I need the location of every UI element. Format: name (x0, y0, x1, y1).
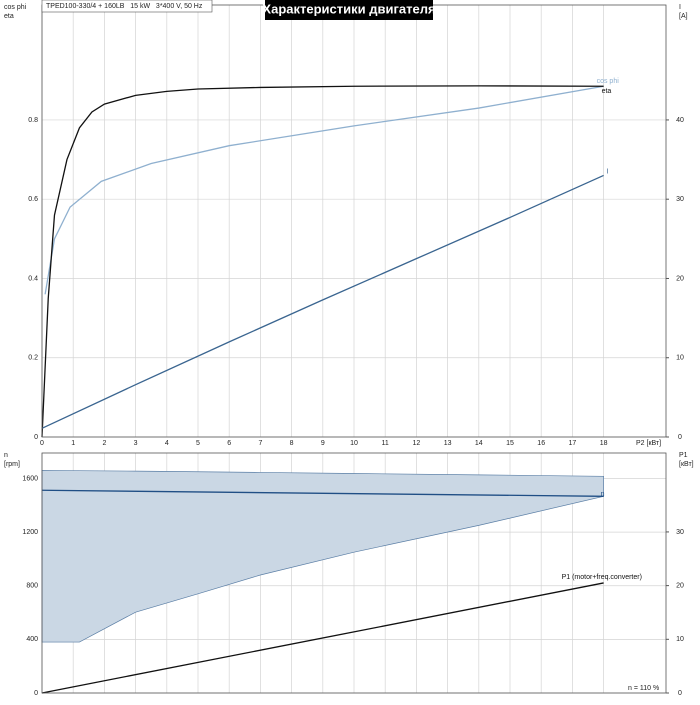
y-axis-label: [rpm] (4, 461, 20, 468)
x-tick-label: 12 (413, 440, 421, 447)
x-tick-label: 8 (290, 440, 294, 447)
y-tick-label: 1200 (22, 529, 38, 536)
x-tick-label: 1 (71, 440, 75, 447)
y2-tick-label: 10 (676, 355, 684, 362)
chart-title: Характеристики двигателя (262, 1, 435, 16)
y-axis-label: n (4, 452, 8, 459)
y2-tick-label: 30 (676, 196, 684, 203)
x-tick-label: 0 (40, 440, 44, 447)
y-tick-label: 800 (26, 583, 38, 590)
series-line (41, 489, 604, 497)
y-tick-label: 400 (26, 636, 38, 643)
series-label: cos phi (597, 78, 620, 85)
series-line (41, 174, 604, 429)
note: n = 110 % (628, 685, 659, 692)
y2-tick-label: 0 (678, 434, 682, 441)
y-axis-label: eta (4, 13, 14, 20)
y2-tick-label: 0 (678, 690, 682, 697)
x-tick-label: 3 (134, 440, 138, 447)
x-tick-label: 11 (382, 440, 389, 447)
x-tick-label: 13 (444, 440, 452, 447)
x-tick-label: 15 (506, 440, 514, 447)
x-tick-label: 9 (321, 440, 325, 447)
y-tick-label: 0.6 (28, 196, 38, 203)
y-tick-label: 0 (34, 690, 38, 697)
y2-axis-label: I (679, 4, 681, 11)
x-tick-label: 5 (196, 440, 200, 447)
y2-axis-label: [кВт] (679, 461, 694, 468)
y-tick-label: 0.8 (28, 117, 38, 124)
x-tick-label: 17 (569, 440, 577, 447)
x-tick-label: 6 (227, 440, 231, 447)
y2-axis-label: P1 (679, 452, 688, 459)
y2-tick-label: 40 (676, 117, 684, 124)
series-line (41, 85, 604, 438)
y-tick-label: 0 (34, 434, 38, 441)
header: TPED100-330/4 + 160LB 15 kW 3*400 V, 50 … (46, 3, 203, 10)
x-axis-label: P2 [кВт] (636, 440, 661, 447)
plot-frame (41, 452, 667, 694)
y2-tick-label: 20 (676, 275, 684, 282)
series-line (44, 85, 604, 295)
title-box (265, 0, 433, 20)
x-tick-label: 14 (475, 440, 483, 447)
x-tick-label: 10 (350, 440, 358, 447)
x-tick-label: 4 (165, 440, 169, 447)
x-tick-label: 2 (102, 440, 106, 447)
y2-axis-label: [A] (679, 13, 688, 20)
y-axis-label: cos phi (4, 4, 27, 11)
y-tick-label: 0.2 (28, 355, 38, 362)
y2-tick-label: 10 (676, 636, 684, 643)
series-label: P1 (motor+freq.converter) (562, 574, 642, 581)
header-box (41, 0, 213, 13)
series-label: I (607, 168, 609, 175)
x-tick-label: 18 (600, 440, 608, 447)
y2-tick-label: 30 (676, 529, 684, 536)
y2-tick-label: 20 (676, 582, 684, 589)
x-tick-label: 7 (258, 440, 262, 447)
series-label: n (601, 491, 605, 498)
x-tick-label: 16 (537, 440, 545, 447)
series-label: eta (602, 88, 612, 95)
series-line (41, 582, 604, 694)
y-tick-label: 0.4 (28, 275, 38, 282)
y-tick-label: 1600 (22, 475, 38, 482)
